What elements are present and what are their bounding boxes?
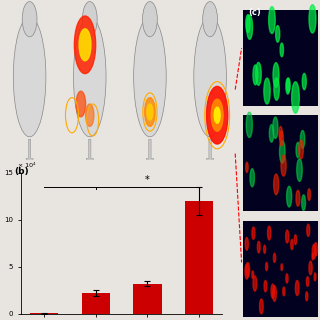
Circle shape xyxy=(206,86,228,144)
Circle shape xyxy=(297,159,302,181)
Circle shape xyxy=(286,230,289,243)
Circle shape xyxy=(295,280,299,296)
Circle shape xyxy=(286,274,288,283)
Text: (b): (b) xyxy=(14,167,29,176)
Bar xyxy=(133,284,162,314)
FancyArrow shape xyxy=(206,139,214,187)
Circle shape xyxy=(296,142,300,158)
Circle shape xyxy=(246,15,250,32)
Bar xyxy=(185,201,213,314)
Ellipse shape xyxy=(22,2,37,37)
Circle shape xyxy=(250,169,254,187)
Circle shape xyxy=(269,7,275,34)
Circle shape xyxy=(211,99,223,131)
Ellipse shape xyxy=(194,17,226,137)
FancyBboxPatch shape xyxy=(243,115,318,211)
Circle shape xyxy=(273,286,276,301)
Circle shape xyxy=(279,126,282,140)
Circle shape xyxy=(302,73,306,90)
Circle shape xyxy=(252,271,254,279)
Circle shape xyxy=(306,277,309,286)
Circle shape xyxy=(245,264,249,279)
Ellipse shape xyxy=(142,2,157,37)
Circle shape xyxy=(76,91,86,117)
Circle shape xyxy=(246,262,250,277)
Circle shape xyxy=(214,107,220,123)
Ellipse shape xyxy=(13,17,46,137)
Ellipse shape xyxy=(134,17,166,137)
Circle shape xyxy=(280,131,284,146)
Circle shape xyxy=(273,117,278,139)
Circle shape xyxy=(79,29,91,61)
FancyArrow shape xyxy=(86,139,93,187)
Circle shape xyxy=(281,264,283,271)
FancyArrow shape xyxy=(146,139,154,187)
Circle shape xyxy=(287,186,292,207)
Ellipse shape xyxy=(203,2,218,37)
Circle shape xyxy=(247,15,252,39)
Circle shape xyxy=(300,131,305,148)
Circle shape xyxy=(246,162,248,172)
Circle shape xyxy=(281,155,286,176)
Circle shape xyxy=(314,273,316,281)
FancyBboxPatch shape xyxy=(243,221,318,317)
Bar xyxy=(30,313,58,314)
Circle shape xyxy=(274,174,279,195)
Circle shape xyxy=(273,253,276,262)
Circle shape xyxy=(245,237,248,250)
Bar xyxy=(82,293,110,314)
Circle shape xyxy=(253,65,258,85)
Circle shape xyxy=(252,227,255,239)
Circle shape xyxy=(280,43,284,57)
Circle shape xyxy=(312,244,316,259)
Circle shape xyxy=(273,63,279,87)
Circle shape xyxy=(309,5,316,33)
Circle shape xyxy=(308,189,310,200)
Circle shape xyxy=(276,26,280,42)
Circle shape xyxy=(264,78,270,104)
Ellipse shape xyxy=(74,17,106,137)
Circle shape xyxy=(86,104,94,126)
Circle shape xyxy=(256,62,261,85)
Text: *: * xyxy=(145,175,150,186)
Circle shape xyxy=(292,82,299,113)
Text: (c): (c) xyxy=(248,8,260,17)
Circle shape xyxy=(314,243,317,256)
Circle shape xyxy=(307,224,310,236)
Circle shape xyxy=(283,287,285,296)
Circle shape xyxy=(269,124,274,142)
Circle shape xyxy=(274,78,279,100)
Circle shape xyxy=(145,98,155,126)
FancyBboxPatch shape xyxy=(243,10,318,106)
Circle shape xyxy=(299,140,303,159)
Circle shape xyxy=(286,78,290,94)
Circle shape xyxy=(253,276,257,291)
Circle shape xyxy=(291,239,293,250)
Circle shape xyxy=(271,284,275,298)
Circle shape xyxy=(264,245,266,253)
Circle shape xyxy=(147,104,153,120)
Circle shape xyxy=(74,16,96,74)
Circle shape xyxy=(312,253,314,260)
Circle shape xyxy=(264,280,267,292)
Circle shape xyxy=(309,261,312,275)
Circle shape xyxy=(266,262,268,271)
Circle shape xyxy=(287,78,290,92)
Circle shape xyxy=(294,235,297,245)
Circle shape xyxy=(306,292,308,301)
Y-axis label: Average NIRF Intensity in tumor
$\left(\frac{p/sec/cm^2/sr}{per\ cm^2}\right)$: Average NIRF Intensity in tumor $\left(\… xyxy=(0,190,3,296)
Circle shape xyxy=(302,195,306,210)
Text: × 10⁴: × 10⁴ xyxy=(18,163,36,168)
Circle shape xyxy=(268,226,271,240)
Circle shape xyxy=(257,241,260,253)
Ellipse shape xyxy=(82,2,97,37)
Circle shape xyxy=(246,112,252,138)
Circle shape xyxy=(296,190,300,206)
Circle shape xyxy=(280,140,285,163)
Circle shape xyxy=(260,299,263,314)
FancyArrow shape xyxy=(26,139,33,187)
